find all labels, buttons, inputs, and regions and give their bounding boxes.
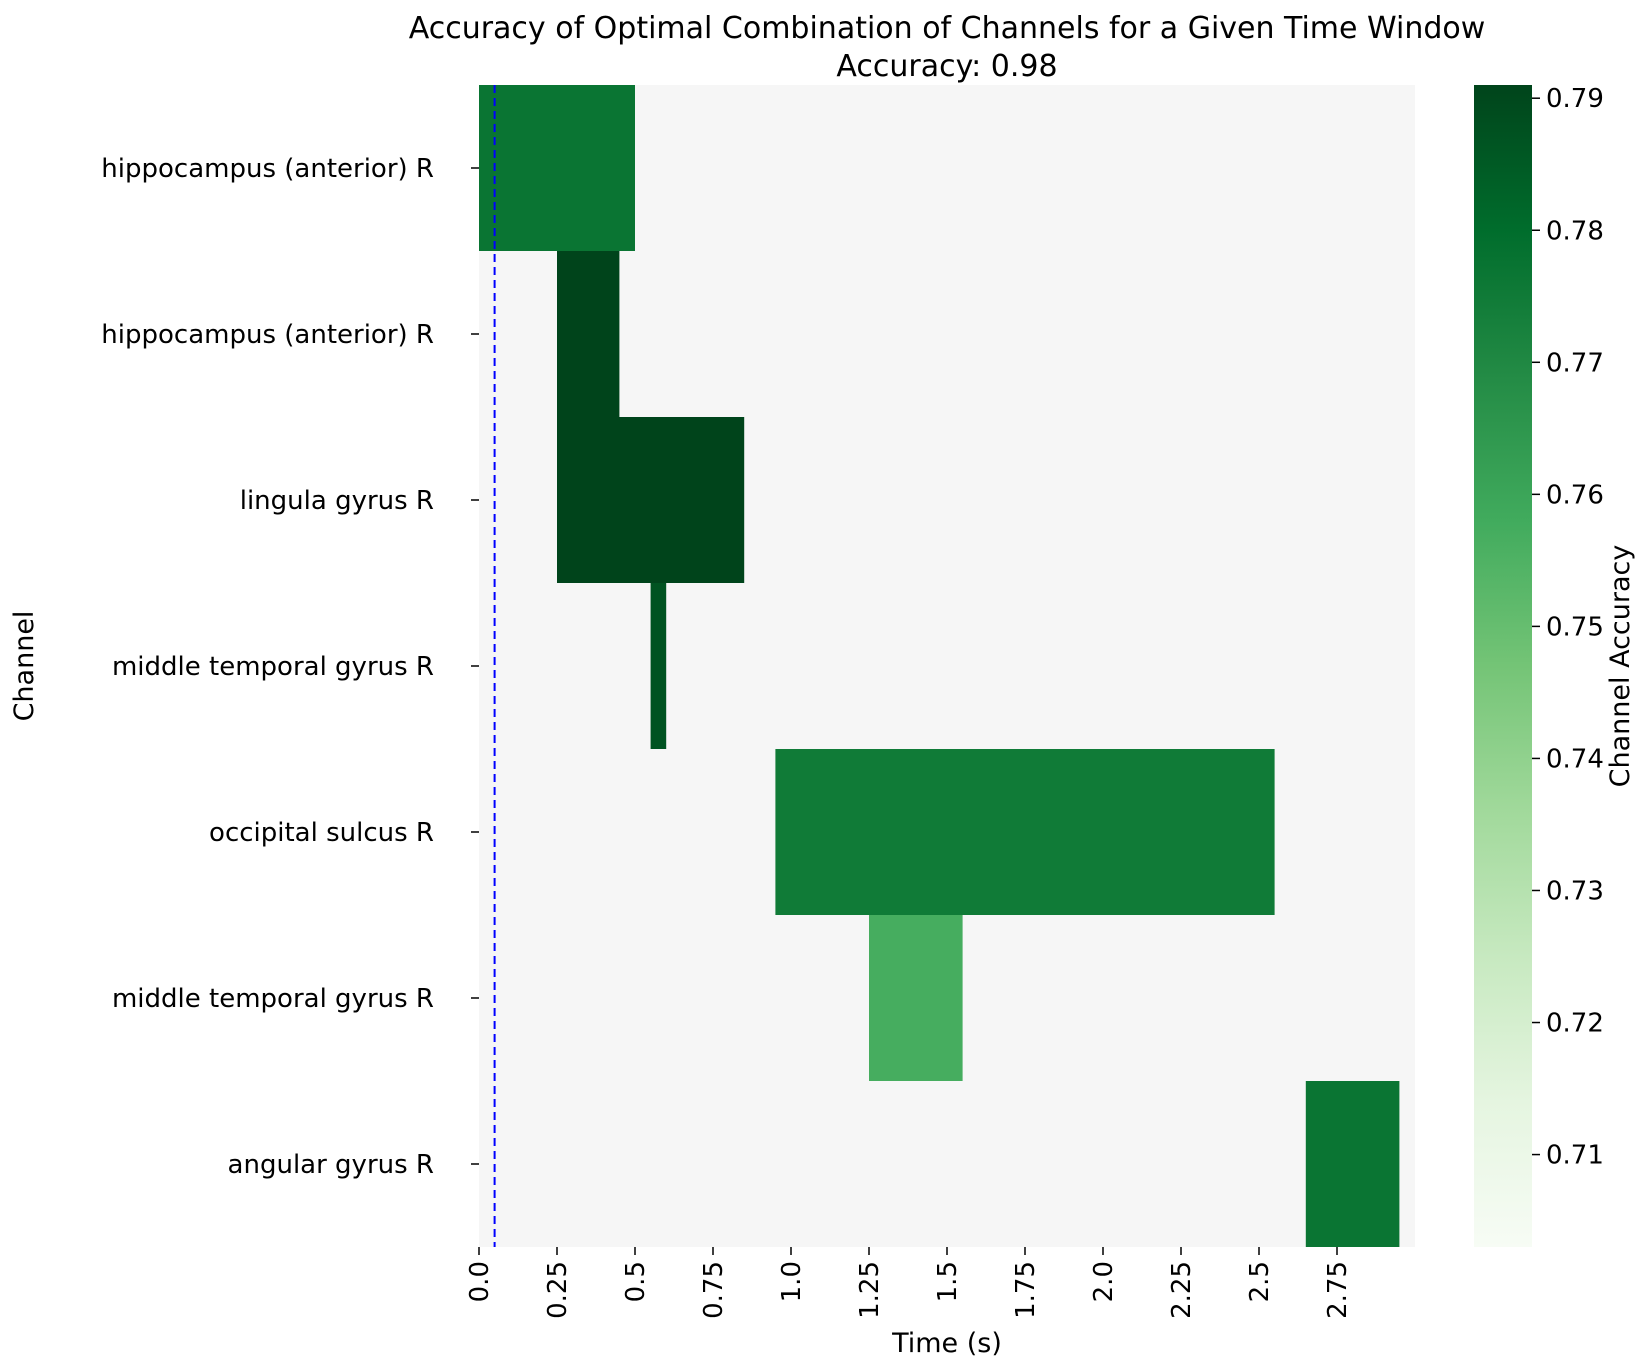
colorbar-tick-label: 0.78 [1546,216,1604,246]
x-axis: 0.0 0.25 0.5 0.75 1.0 1.25 1.5 1.75 2.0 2.25 2.5 2.… [465,1247,1353,1319]
x-tick-label: 0.25 [543,1261,573,1319]
y-axis: hippocampus (anterior) R hippocampus (ant… [101,154,479,1180]
heatmap-cell-2 [557,417,745,583]
y-tick-label: hippocampus (anterior) R [101,320,434,350]
colorbar-label: Channel Accuracy [1605,545,1636,788]
heatmap-cell-1 [557,251,620,417]
y-tick-label: hippocampus (anterior) R [101,154,434,184]
heatmap-cell-0 [479,85,635,251]
colorbar-tick-label: 0.72 [1546,1009,1604,1039]
y-tick-label: middle temporal gyrus R [112,984,434,1014]
heatmap-cell-4 [775,749,1275,915]
x-tick-label: 1.5 [933,1261,963,1302]
y-tick-label: lingula gyrus R [240,486,434,516]
colorbar-tick-label: 0.71 [1546,1141,1604,1171]
heatmap-cell-6 [1305,1081,1400,1247]
y-tick-label: angular gyrus R [228,1150,434,1180]
chart-subtitle: Accuracy: 0.98 [836,49,1057,84]
x-tick-label: 0.0 [465,1261,495,1302]
colorbar-ticks: 0.71 0.72 0.73 0.74 0.75 0.76 0.77 0.78 0.79 [1532,84,1604,1171]
colorbar-tick-label: 0.73 [1546,876,1604,906]
chart-title: Accuracy of Optimal Combination of Chann… [409,11,1486,46]
x-tick-label: 0.75 [699,1261,729,1319]
colorbar-tick-label: 0.79 [1546,84,1604,114]
heatmap-cells [479,85,1400,1247]
x-tick-label: 1.75 [1011,1261,1041,1319]
x-tick-label: 2.0 [1089,1261,1119,1302]
x-tick-label: 2.5 [1245,1261,1275,1302]
heatmap-cell-3 [650,583,667,749]
colorbar-tick-label: 0.74 [1546,744,1604,774]
y-tick-label: middle temporal gyrus R [112,652,434,682]
x-tick-label: 0.5 [621,1261,651,1302]
colorbar-tick-label: 0.77 [1546,348,1604,378]
colorbar [1474,85,1532,1247]
colorbar-tick-label: 0.76 [1546,480,1604,510]
colorbar-tick-label: 0.75 [1546,612,1604,642]
x-tick-label: 1.25 [855,1261,885,1319]
x-tick-label: 1.0 [777,1261,807,1302]
x-tick-label: 2.25 [1167,1261,1197,1319]
x-tick-label: 2.75 [1323,1261,1353,1319]
y-tick-label: occipital sulcus R [209,818,434,848]
x-axis-label: Time (s) [891,1328,1002,1359]
y-axis-label: Channel [9,611,40,722]
heatmap-cell-5 [869,915,963,1081]
